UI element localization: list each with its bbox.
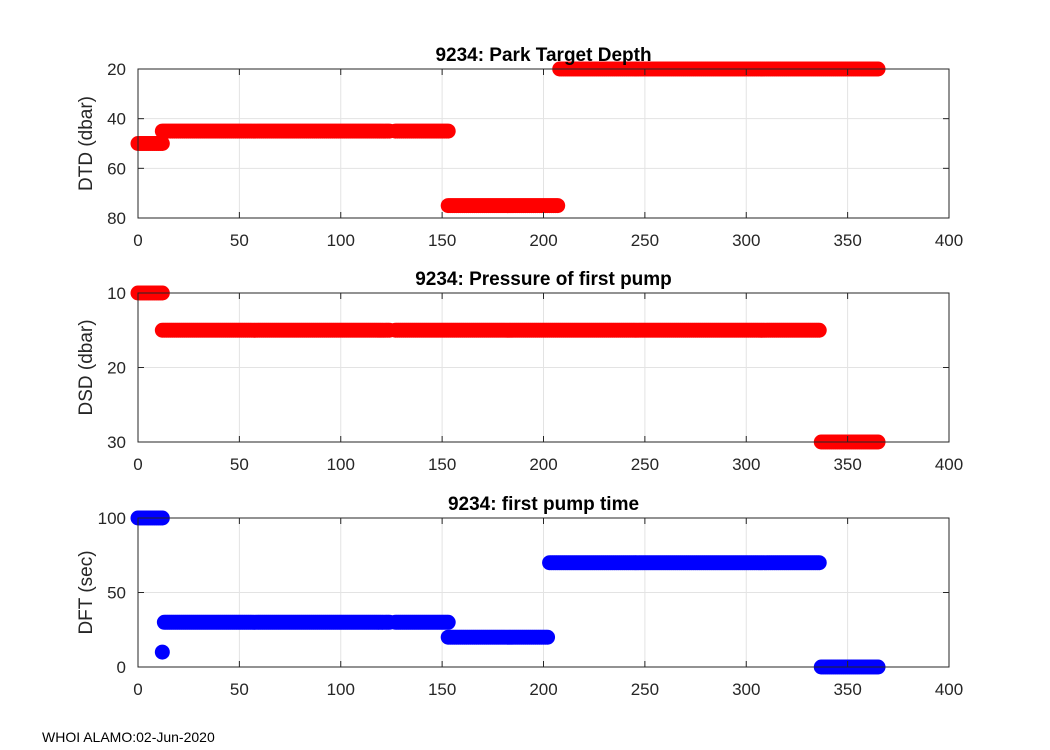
x-tick-label: 350 xyxy=(833,231,861,250)
x-tick-label: 250 xyxy=(631,680,659,699)
x-tick-label: 400 xyxy=(935,455,963,474)
x-tick-label: 300 xyxy=(732,455,760,474)
x-tick-label: 200 xyxy=(529,680,557,699)
y-tick-label: 100 xyxy=(98,509,126,528)
x-tick-label: 50 xyxy=(230,455,249,474)
x-tick-label: 350 xyxy=(833,455,861,474)
x-tick-label: 150 xyxy=(428,231,456,250)
data-point xyxy=(440,614,456,630)
y-tick-label: 80 xyxy=(107,209,126,228)
chart-panel-3: 0 50 100 150 200 250 300 350 400 0 50 100 9234: firs… xyxy=(76,494,963,699)
x-tick-label: 400 xyxy=(935,231,963,250)
data-point xyxy=(154,136,170,151)
x-tick-label: 100 xyxy=(327,231,355,250)
data-series xyxy=(130,61,886,214)
y-tick-label: 10 xyxy=(107,284,126,303)
x-tick-label: 150 xyxy=(428,455,456,474)
data-point xyxy=(811,322,827,338)
data-point xyxy=(811,555,827,571)
data-point xyxy=(154,644,170,660)
x-tick-label: 100 xyxy=(327,455,355,474)
chart-title: 9234: first pump time xyxy=(448,494,639,515)
data-series xyxy=(130,510,886,675)
chart-panel-1: 0 50 100 150 200 250 300 350 400 20 40 60 80 9234: Pa… xyxy=(76,45,963,250)
x-tick-label: 50 xyxy=(230,231,249,250)
y-tick-label: 40 xyxy=(107,110,126,129)
y-axis-label: DTD (dbar) xyxy=(76,96,97,191)
x-tick-label: 300 xyxy=(732,231,760,250)
footer-label: WHOI ALAMO:02-Jun-2020 xyxy=(42,729,215,745)
data-point xyxy=(540,629,556,645)
x-tick-label: 350 xyxy=(833,680,861,699)
x-tick-label: 250 xyxy=(631,231,659,250)
chart-title: 9234: Pressure of first pump xyxy=(415,269,672,290)
x-tick-label: 300 xyxy=(732,680,760,699)
x-tick-label: 200 xyxy=(529,455,557,474)
y-axis-label: DSD (dbar) xyxy=(76,319,97,415)
data-point xyxy=(550,198,566,214)
y-tick-label: 60 xyxy=(107,159,126,178)
chart-panel-2: 0 50 100 150 200 250 300 350 400 10 20 30 9234: Pres… xyxy=(76,269,963,474)
x-tick-label: 400 xyxy=(935,680,963,699)
x-tick-label: 0 xyxy=(133,680,142,699)
x-tick-label: 50 xyxy=(230,680,249,699)
y-tick-label: 30 xyxy=(107,433,126,452)
y-tick-label: 20 xyxy=(107,359,126,378)
x-tick-label: 0 xyxy=(133,455,142,474)
y-axis-label: DFT (sec) xyxy=(76,550,97,634)
x-tick-label: 200 xyxy=(529,231,557,250)
data-point xyxy=(440,123,456,139)
x-tick-label: 150 xyxy=(428,680,456,699)
y-tick-label: 50 xyxy=(107,584,126,603)
y-tick-label: 20 xyxy=(107,60,126,79)
chart-title: 9234: Park Target Depth xyxy=(435,45,651,66)
x-tick-label: 0 xyxy=(133,231,142,250)
x-tick-label: 100 xyxy=(327,680,355,699)
y-tick-label: 0 xyxy=(117,658,126,677)
x-tick-label: 250 xyxy=(631,455,659,474)
